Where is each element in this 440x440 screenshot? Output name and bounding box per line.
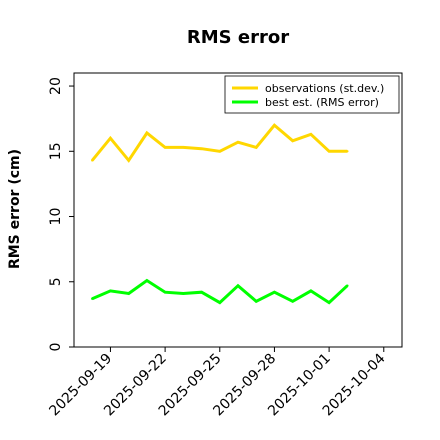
legend-box [224, 75, 400, 114]
data-point [127, 159, 130, 162]
data-point [291, 300, 294, 303]
y-tick-label: 15 [48, 142, 64, 160]
data-point [218, 301, 221, 304]
legend: observations (st.dev.) best est. (RMS er… [224, 75, 400, 114]
y-axis: 0 5 10 15 20 [48, 77, 74, 351]
data-point [200, 291, 203, 294]
data-point [236, 140, 240, 144]
data-point [109, 137, 112, 140]
data-point [327, 150, 331, 153]
data-point [291, 139, 294, 143]
y-tick-label: 5 [48, 277, 64, 286]
data-point [163, 146, 167, 149]
x-axis: 2025-09-192025-09-222025-09-252025-09-28… [46, 347, 389, 419]
data-point [346, 150, 349, 153]
data-point [145, 279, 149, 282]
data-point [273, 291, 276, 294]
data-point [236, 284, 240, 287]
data-point [346, 284, 349, 287]
series-lines [91, 123, 349, 305]
data-point [127, 292, 130, 295]
data-point [145, 131, 149, 135]
data-point [109, 289, 112, 293]
legend-label-best-estimate: best est. (RMS error) [265, 96, 379, 109]
data-point [255, 146, 258, 149]
y-axis-label: RMS error (cm) [7, 149, 23, 269]
legend-label-observations: observations (st.dev.) [265, 82, 384, 95]
data-point [327, 301, 331, 304]
y-tick-label: 0 [48, 343, 64, 352]
data-point [309, 289, 313, 293]
data-point [182, 292, 185, 295]
y-tick-label: 10 [48, 208, 64, 226]
data-point [91, 159, 94, 162]
plot-area [73, 72, 403, 348]
data-point [273, 123, 276, 127]
data-point [218, 150, 221, 153]
data-point [182, 146, 185, 149]
data-point [163, 291, 167, 294]
data-point [255, 300, 258, 303]
y-tick-label: 20 [48, 77, 64, 95]
chart-title: RMS error [187, 27, 289, 48]
data-point [91, 297, 94, 300]
data-point [309, 133, 313, 136]
data-point [200, 147, 203, 150]
